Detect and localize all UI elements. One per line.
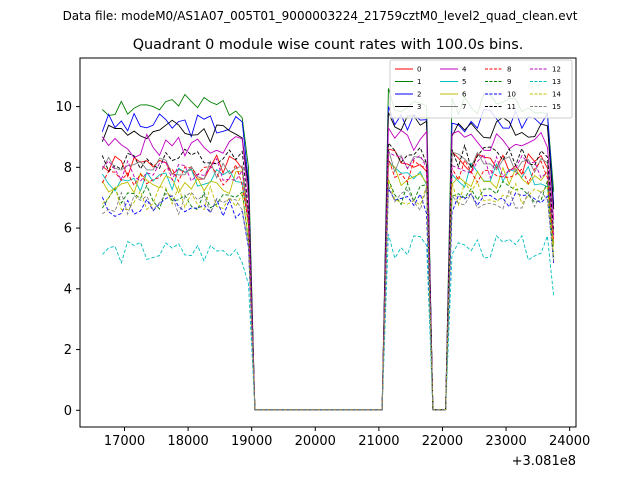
y-tick-label-2: 2: [64, 343, 72, 358]
chart-title: Quadrant 0 module wise count rates with …: [133, 37, 524, 53]
series-layer: [101, 88, 555, 411]
x-tick-label-19000: 19000: [231, 434, 272, 449]
x-tick-label-21000: 21000: [358, 434, 399, 449]
legend-label-14: 14: [552, 91, 561, 99]
legend-label-2: 2: [417, 91, 421, 99]
series-line-10: [101, 186, 555, 411]
x-offset-label: +3.081e8: [512, 454, 576, 469]
legend-label-10: 10: [507, 91, 516, 99]
legend-label-7: 7: [462, 103, 466, 111]
y-tick-label-4: 4: [64, 282, 72, 297]
legend-label-5: 5: [462, 78, 466, 86]
y-tick-label-6: 6: [64, 222, 72, 237]
legend-label-3: 3: [417, 103, 421, 111]
legend-label-4: 4: [462, 66, 467, 74]
legend-label-9: 9: [507, 78, 511, 86]
x-tick-label-23000: 23000: [485, 434, 526, 449]
series-line-12: [101, 151, 555, 411]
x-tick-label-17000: 17000: [104, 434, 145, 449]
y-tick-label-0: 0: [64, 404, 72, 419]
x-tick-label-18000: 18000: [167, 434, 208, 449]
legend-frame: [389, 59, 573, 119]
x-tick-label-24000: 24000: [549, 434, 590, 449]
y-tick-label-10: 10: [55, 100, 72, 115]
legend-label-1: 1: [417, 78, 421, 86]
legend-label-15: 15: [552, 103, 561, 111]
legend-label-6: 6: [462, 91, 467, 99]
plot-frame: [79, 57, 577, 428]
series-line-8: [101, 158, 555, 411]
legend-label-11: 11: [507, 103, 516, 111]
legend-label-13: 13: [552, 78, 561, 86]
chart-suptitle: Data file: modeM0/AS1A07_005T01_90000032…: [63, 9, 578, 23]
x-tick-label-22000: 22000: [422, 434, 463, 449]
legend-label-12: 12: [552, 66, 561, 74]
x-tick-label-20000: 20000: [295, 434, 336, 449]
y-tick-label-8: 8: [64, 161, 72, 176]
legend-label-8: 8: [507, 66, 511, 74]
legend-label-0: 0: [417, 66, 421, 74]
ticks-layer: 17000 18000 19000 20000 21000 22000 23000 24000…: [55, 100, 590, 449]
series-line-15: [102, 185, 555, 411]
